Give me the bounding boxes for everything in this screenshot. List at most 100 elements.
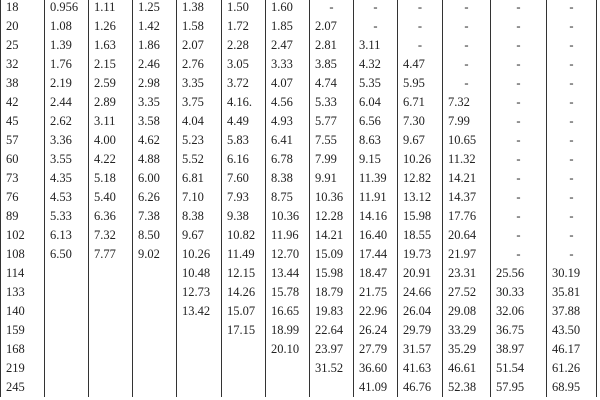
table-cell: 12.82	[397, 169, 443, 188]
table-cell	[88, 321, 133, 340]
table-cell: 9.38	[221, 207, 266, 226]
table-cell: -	[546, 55, 597, 74]
table-row: 42 2.44 2.89 3.35 3.75 4.16. 4.56 5.33 6.04 6.71 7…	[0, 93, 597, 112]
table-row: 159 17.15 18.99 22.64 26.24 29.79 33.29 36.75 43…	[0, 321, 597, 340]
table-cell: -	[490, 207, 547, 226]
table-cell: 4.93	[265, 112, 310, 131]
table-cell: 43.50	[546, 321, 597, 340]
table-cell: 1.72	[221, 17, 266, 36]
table-cell: 7.10	[176, 188, 222, 207]
table-cell: 6.13	[44, 226, 89, 245]
table-row: 89 5.33 6.36 7.38 8.38 9.38 10.36 12.28 14.16 15.…	[0, 207, 597, 226]
table-cell: 31.52	[309, 359, 354, 378]
table-row: 140 13.42 15.07 16.65 19.83 22.96 26.04 29.08 32…	[0, 302, 597, 321]
table-row: 108 6.50 7.77 9.02 10.26 11.49 12.70 15.09 17.44…	[0, 245, 597, 264]
table-cell: 8.38	[265, 169, 310, 188]
table-cell: 15.07	[221, 302, 266, 321]
table-cell: 3.11	[353, 36, 398, 55]
table-cell: 2.98	[132, 74, 177, 93]
table-cell	[132, 283, 177, 302]
table-cell: 1.85	[265, 17, 310, 36]
table-cell	[221, 359, 266, 378]
table-cell: 14.21	[442, 169, 491, 188]
table-cell: 5.33	[44, 207, 89, 226]
table-cell: 3.05	[221, 55, 266, 74]
table-cell: 15.98	[309, 264, 354, 283]
table-cell: 18.55	[397, 226, 443, 245]
table-cell: 22.96	[353, 302, 398, 321]
table-cell: 7.99	[442, 112, 491, 131]
table-cell: 10.65	[442, 131, 491, 150]
table-cell: 26.04	[397, 302, 443, 321]
table-cell	[88, 340, 133, 359]
table-cell	[88, 302, 133, 321]
table-cell: 12.15	[221, 264, 266, 283]
table-cell	[88, 378, 133, 397]
table-cell: 30.33	[490, 283, 547, 302]
table-cell: 7.99	[309, 150, 354, 169]
table-cell: 5.52	[176, 150, 222, 169]
table-row: 219 31.52 36.60 41.63 46.61 51.54 61.26	[0, 359, 597, 378]
table-cell	[265, 378, 310, 397]
table-cell	[44, 321, 89, 340]
table-cell: 15.78	[265, 283, 310, 302]
table-cell: 6.81	[176, 169, 222, 188]
table-cell: 4.49	[221, 112, 266, 131]
table-cell: -	[442, 74, 491, 93]
table-cell: 4.00	[88, 131, 133, 150]
table-cell: 2.19	[44, 74, 89, 93]
table-cell: 3.35	[132, 93, 177, 112]
row-header-cell: 219	[0, 359, 45, 378]
table-cell: 1.60	[265, 0, 310, 17]
table-cell: 4.53	[44, 188, 89, 207]
table-cell	[44, 378, 89, 397]
table-row: 102 6.13 7.32 8.50 9.67 10.82 11.96 14.21 16.40 1…	[0, 226, 597, 245]
table-cell: -	[490, 55, 547, 74]
table-cell: -	[546, 169, 597, 188]
table-cell: 5.23	[176, 131, 222, 150]
table-cell: -	[490, 150, 547, 169]
table-cell: 1.42	[132, 17, 177, 36]
table-cell: 2.07	[176, 36, 222, 55]
table-cell: 2.89	[88, 93, 133, 112]
table-cell: 1.50	[221, 0, 266, 17]
table-cell: 27.52	[442, 283, 491, 302]
table-cell: -	[490, 74, 547, 93]
table-cell	[176, 340, 222, 359]
table-cell: 52.38	[442, 378, 491, 397]
table-cell: 3.58	[132, 112, 177, 131]
table-row: 25 1.39 1.63 1.86 2.07 2.28 2.47 2.81 3.11- - - -	[0, 36, 597, 55]
table-cell: -	[490, 93, 547, 112]
table-cell: -	[546, 245, 597, 264]
table-cell: 35.29	[442, 340, 491, 359]
table-row: 57 3.36 4.00 4.62 5.23 5.83 6.41 7.55 8.63 9.67 10…	[0, 131, 597, 150]
row-header-cell: 42	[0, 93, 45, 112]
table-cell: 61.26	[546, 359, 597, 378]
table-cell: 23.97	[309, 340, 354, 359]
table-cell: 25.56	[490, 264, 547, 283]
table-cell: -	[442, 17, 491, 36]
table-cell: -	[490, 0, 547, 17]
table-cell: -	[546, 112, 597, 131]
table-cell	[44, 302, 89, 321]
row-header-cell: 159	[0, 321, 45, 340]
table-cell: -	[546, 0, 597, 17]
table-cell: 46.17	[546, 340, 597, 359]
table-cell: 7.38	[132, 207, 177, 226]
table-cell: 3.35	[176, 74, 222, 93]
table-cell	[44, 359, 89, 378]
table-cell: 36.75	[490, 321, 547, 340]
table-cell: 5.35	[353, 74, 398, 93]
table-cell: 21.97	[442, 245, 491, 264]
table-row: 114 10.48 12.15 13.44 15.98 18.47 20.91 23.31 25…	[0, 264, 597, 283]
table-cell: 10.36	[265, 207, 310, 226]
table-cell	[132, 359, 177, 378]
table-cell: 26.24	[353, 321, 398, 340]
row-header-cell: 140	[0, 302, 45, 321]
table-cell: 68.95	[546, 378, 597, 397]
row-header-cell: 76	[0, 188, 45, 207]
table-cell: 4.16.	[221, 93, 266, 112]
table-cell: 12.70	[265, 245, 310, 264]
table-cell: 6.41	[265, 131, 310, 150]
